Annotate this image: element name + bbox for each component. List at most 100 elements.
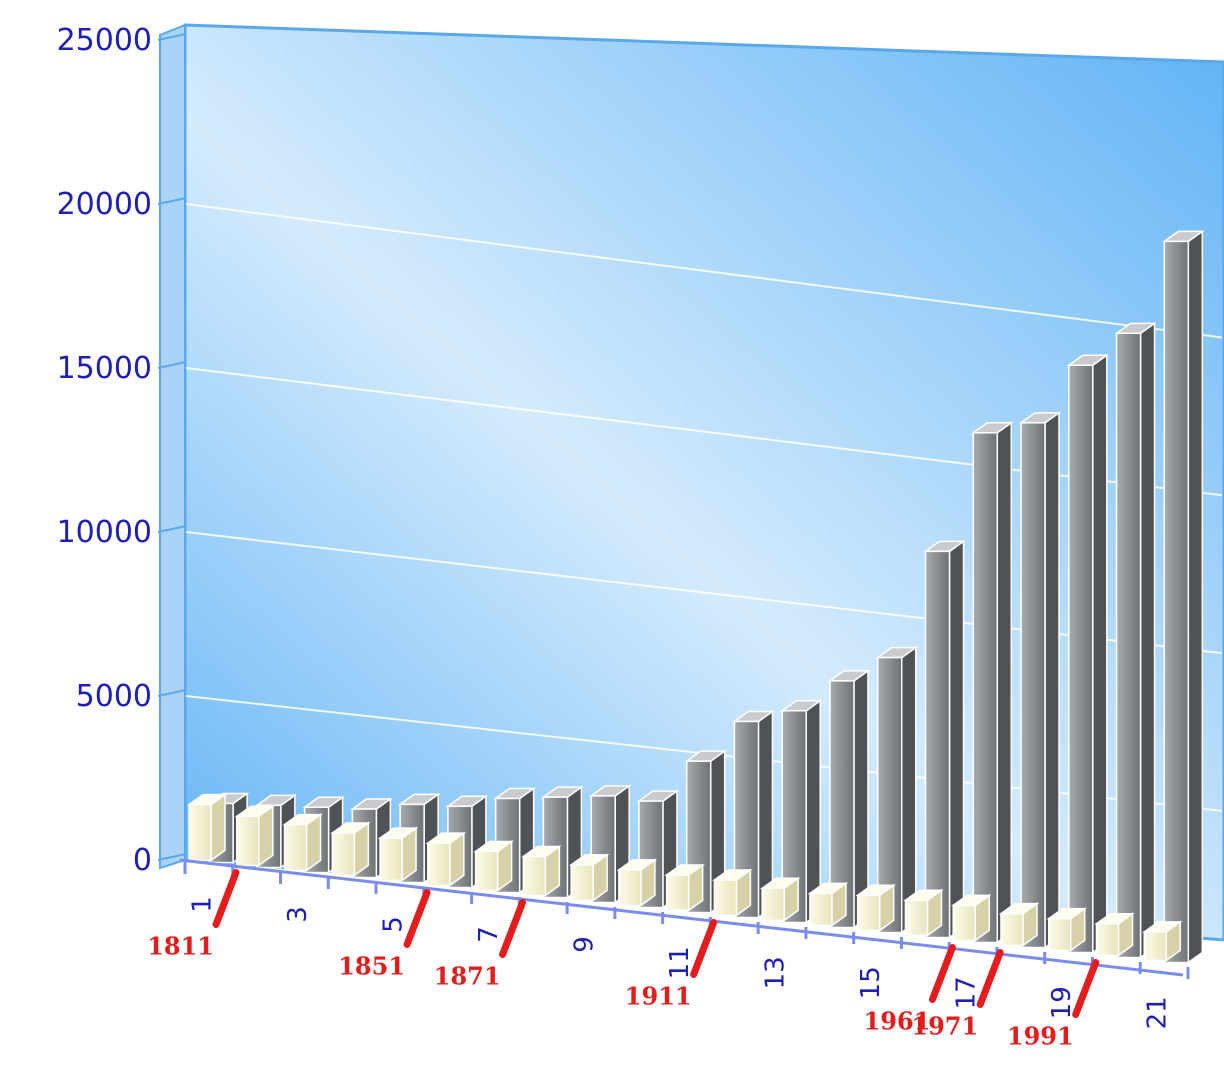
bar-series1-side <box>900 646 917 934</box>
bar-series2-face <box>713 879 738 917</box>
bar-series2-face <box>809 892 833 927</box>
bar-series2 <box>473 840 514 892</box>
annotation-label: 1991 <box>1007 1022 1074 1051</box>
bar-series2-face <box>331 832 356 877</box>
bar-series2-face <box>618 869 642 907</box>
annotation-marker <box>976 949 1004 1008</box>
bar-series2-face <box>188 803 212 862</box>
bar-series1-face <box>972 432 999 944</box>
bar-series1 <box>1018 411 1062 949</box>
bar-series2-face <box>665 874 690 912</box>
bar-series2 <box>377 826 419 882</box>
bar-series1-side <box>1044 411 1060 949</box>
bar-series1-face <box>1115 332 1142 959</box>
bar-series2-face <box>570 864 594 902</box>
bar-series2 <box>1046 907 1088 952</box>
bar-series2-face <box>1095 922 1120 957</box>
x-tick-label: 15 <box>856 966 886 999</box>
bar-series2 <box>616 858 658 907</box>
bar-series2-face <box>522 855 547 897</box>
y-tick-label: 10000 <box>57 515 152 550</box>
annotation-label: 1851 <box>338 952 405 981</box>
bar-series2 <box>186 793 228 862</box>
y-tick-label: 15000 <box>57 351 152 386</box>
bar-series2-face <box>1000 912 1024 947</box>
x-tick-label: 7 <box>474 926 504 943</box>
gridline <box>185 203 1223 339</box>
y-tick-mark <box>157 853 187 861</box>
annotation-label: 1971 <box>911 1012 978 1041</box>
y-tick-mark <box>157 689 187 697</box>
bar-series2 <box>234 804 276 867</box>
side-wall <box>159 23 186 870</box>
x-tick-label: 17 <box>952 976 982 1009</box>
bar-series2 <box>425 831 467 887</box>
annotation-label: 1911 <box>625 982 692 1011</box>
annotation-marker <box>1072 959 1100 1018</box>
y-tick-label: 5000 <box>76 679 152 714</box>
bar-series1 <box>1066 353 1110 954</box>
bar-series2 <box>998 902 1040 947</box>
bar-series2-face <box>952 904 976 942</box>
bar-series2-face <box>283 823 308 872</box>
bar-series2 <box>568 853 610 902</box>
bar-series2-face <box>761 887 785 922</box>
bar-series1-face <box>1068 364 1094 954</box>
bar-series1-side <box>1187 229 1204 964</box>
bar-series2 <box>329 821 371 877</box>
annotation-marker <box>499 899 527 958</box>
bar-series2 <box>903 888 944 937</box>
bar-series1-face <box>1020 422 1046 949</box>
bar-series2 <box>807 881 849 927</box>
bar-series1-face <box>924 550 951 939</box>
bar-series2 <box>712 868 753 917</box>
y-tick-label: 0 <box>133 843 152 878</box>
bar-series2 <box>521 845 562 897</box>
annotation-label: 1961 <box>864 1007 931 1036</box>
bar-series2-face <box>474 850 499 892</box>
y-tick-label: 20000 <box>57 187 152 222</box>
bar-series2-face <box>1047 917 1072 952</box>
bar-series1-side <box>996 421 1013 944</box>
x-tick-label: 21 <box>1143 996 1173 1029</box>
annotation-marker <box>403 889 431 948</box>
bar-series1 <box>1114 321 1157 959</box>
bar-series2 <box>759 876 801 922</box>
annotation-label: 1871 <box>434 962 501 991</box>
bar-series1 <box>923 539 966 939</box>
bar-series2 <box>1141 920 1183 962</box>
bar-series2-face <box>904 899 929 937</box>
bars <box>186 229 1205 964</box>
bar-series2 <box>1094 912 1135 957</box>
x-tick-label: 1 <box>187 896 217 913</box>
x-tick-label: 11 <box>665 946 695 979</box>
bar-series2 <box>282 813 323 872</box>
bar-series1 <box>970 421 1014 944</box>
y-tick-mark <box>157 33 187 41</box>
y-tick-mark <box>157 197 187 205</box>
x-tick-label: 19 <box>1047 986 1077 1019</box>
bar-series1-face <box>1163 240 1190 964</box>
bar-series2-side <box>210 793 226 862</box>
bar-series2-face <box>236 815 260 867</box>
bar-series1-side <box>1092 353 1108 954</box>
bar-series2-face <box>1143 931 1168 962</box>
y-tick-labels: 0 5000 10000 15000 20000 25000 <box>57 23 187 878</box>
bar-series1-side <box>1139 321 1156 959</box>
annotation-label: 1811 <box>147 932 214 961</box>
y-tick-mark <box>157 361 187 369</box>
bar-series2 <box>950 893 992 942</box>
bar-series1-side <box>948 539 965 939</box>
annotation-marker <box>212 869 240 928</box>
y-tick-label: 25000 <box>57 23 152 58</box>
bar-series2-face <box>856 894 881 932</box>
bar-series2-face <box>379 837 403 882</box>
annotation-marker <box>690 919 718 978</box>
bar-series2 <box>664 863 705 912</box>
x-tick-label: 9 <box>570 936 600 953</box>
bar-series2 <box>855 883 897 932</box>
annotation-marker <box>928 944 956 1003</box>
